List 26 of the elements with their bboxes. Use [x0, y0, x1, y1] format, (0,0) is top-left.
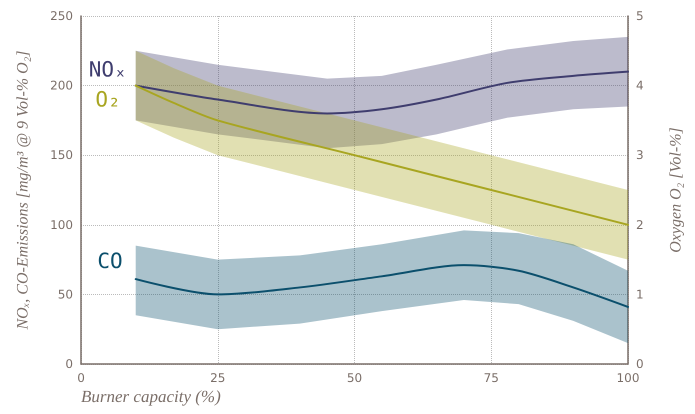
x-tick-label: 25 [210, 371, 226, 385]
y2-tick-label: 3 [636, 148, 644, 162]
y2-tick-label: 4 [636, 78, 644, 93]
x-tick-label: 50 [346, 371, 362, 385]
x-tick-label: 0 [77, 371, 85, 385]
y2-axis-title: Oxygen O₂ [Vol-%] [668, 127, 684, 253]
series-label: O₂ [95, 88, 121, 112]
y2-tick-label: 5 [636, 9, 644, 23]
y2-tick-label: 0 [636, 357, 644, 371]
y-tick-label: 200 [50, 78, 73, 93]
y2-tick-label: 2 [636, 218, 644, 232]
line-series [134, 84, 629, 226]
y-tick-label: 150 [50, 148, 73, 162]
y2-tick-label: 1 [636, 287, 644, 302]
line-series [134, 264, 629, 308]
y-tick-label: 50 [58, 287, 73, 302]
x-tick-label: 100 [616, 371, 640, 385]
y-tick-label: 100 [50, 218, 73, 232]
series-label: NOₓ [88, 58, 127, 82]
y-axis-title: NOₓ, CO-Emissions [mg/m³ @ 9 Vol-% O₂] [14, 50, 32, 330]
x-tick-label: 75 [484, 371, 499, 385]
y-tick-label: 250 [50, 9, 73, 23]
y-tick-label: 0 [65, 357, 73, 371]
x-axis-title: Burner capacity (%) [81, 387, 222, 406]
line-series [134, 70, 629, 114]
series-label: CO [97, 249, 123, 274]
